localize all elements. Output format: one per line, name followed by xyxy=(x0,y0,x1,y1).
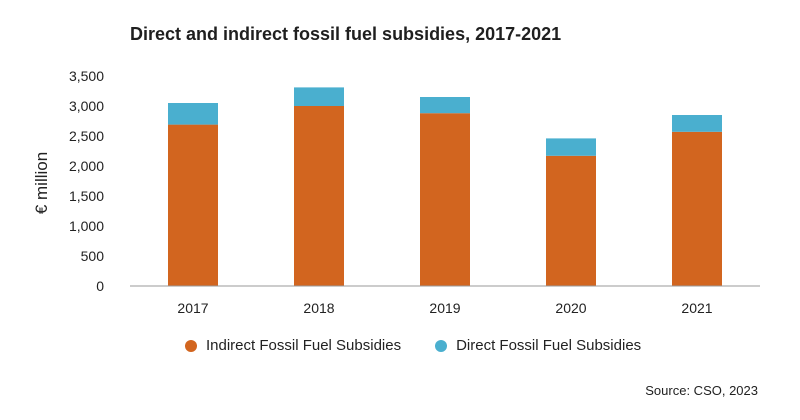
legend: Indirect Fossil Fuel Subsidies Direct Fo… xyxy=(185,337,675,354)
y-tick-label: 2,000 xyxy=(69,158,104,174)
bar-indirect-2019 xyxy=(420,113,470,286)
y-tick-label: 1,000 xyxy=(69,218,104,234)
x-tick-label: 2017 xyxy=(177,300,208,316)
y-tick-label: 2,500 xyxy=(69,128,104,144)
y-tick-label: 0 xyxy=(96,278,104,294)
bar-direct-2018 xyxy=(294,87,344,106)
legend-item-indirect: Indirect Fossil Fuel Subsidies xyxy=(185,337,401,354)
y-tick-label: 3,500 xyxy=(69,68,104,84)
source-note: Source: CSO, 2023 xyxy=(645,383,758,398)
y-axis-label: € million xyxy=(32,152,51,214)
legend-marker-indirect xyxy=(185,339,197,352)
bar-indirect-2018 xyxy=(294,106,344,286)
y-axis: 0 500 1,000 1,500 2,000 2,500 3,000 3,500 xyxy=(69,68,104,294)
bar-indirect-2021 xyxy=(672,131,722,286)
legend-item-direct: Direct Fossil Fuel Subsidies xyxy=(435,337,641,354)
chart-title: Direct and indirect fossil fuel subsidie… xyxy=(130,24,562,44)
bar-direct-2021 xyxy=(672,115,722,132)
bar-direct-2020 xyxy=(546,138,596,156)
bar-group xyxy=(168,87,722,286)
y-tick-label: 1,500 xyxy=(69,188,104,204)
x-tick-label: 2018 xyxy=(303,300,334,316)
legend-label-indirect: Indirect Fossil Fuel Subsidies xyxy=(206,337,402,354)
bar-indirect-2020 xyxy=(546,155,596,286)
bar-direct-2019 xyxy=(420,97,470,114)
legend-label-direct: Direct Fossil Fuel Subsidies xyxy=(456,337,642,354)
x-tick-label: 2020 xyxy=(555,300,586,316)
x-axis: 2017 2018 2019 2020 2021 xyxy=(130,285,760,316)
bar-direct-2017 xyxy=(168,103,218,125)
legend-marker-direct xyxy=(435,339,448,352)
bar-indirect-2017 xyxy=(168,124,218,286)
y-tick-label: 3,000 xyxy=(69,98,104,114)
x-tick-label: 2021 xyxy=(681,300,712,316)
y-tick-label: 500 xyxy=(81,248,105,264)
x-tick-label: 2019 xyxy=(429,300,460,316)
